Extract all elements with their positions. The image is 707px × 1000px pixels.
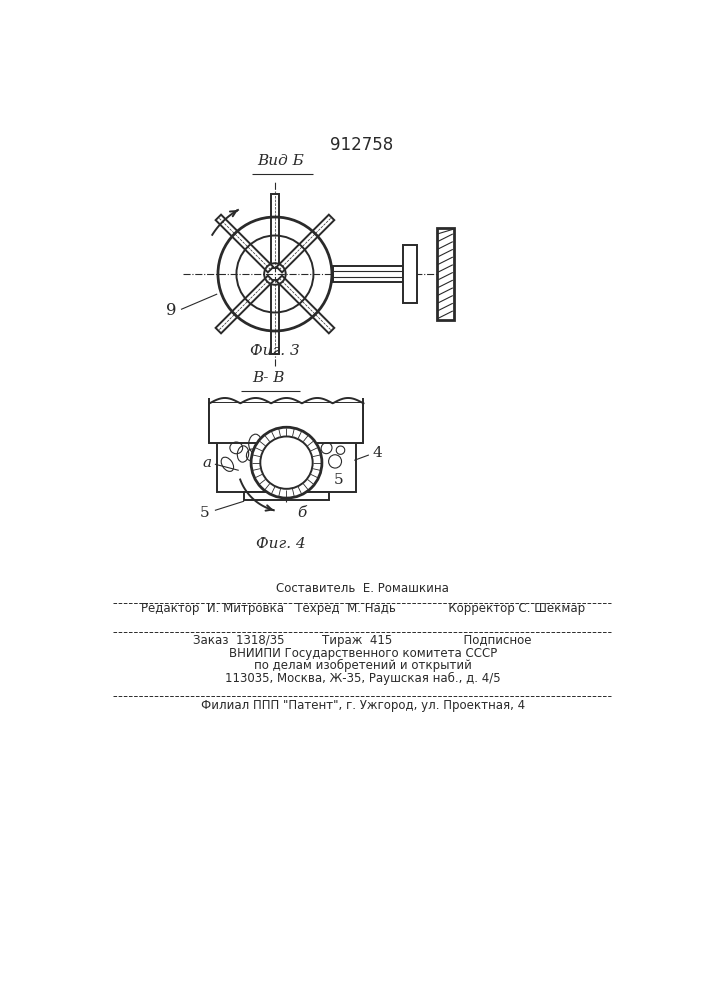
Text: Фиг. 3: Фиг. 3 xyxy=(250,344,300,358)
Text: а: а xyxy=(203,456,211,470)
Text: 5: 5 xyxy=(334,473,344,487)
Text: Составитель  Е. Ромашкина: Составитель Е. Ромашкина xyxy=(276,582,449,595)
Text: Вид Б: Вид Б xyxy=(257,154,304,168)
Bar xyxy=(334,266,403,282)
Bar xyxy=(209,403,363,443)
Text: 5: 5 xyxy=(199,506,209,520)
Text: Фиг. 4: Фиг. 4 xyxy=(256,536,306,550)
Text: 113035, Москва, Ж-35, Раушская наб., д. 4/5: 113035, Москва, Ж-35, Раушская наб., д. … xyxy=(225,672,501,685)
Bar xyxy=(437,228,454,320)
Text: б: б xyxy=(297,506,307,520)
Polygon shape xyxy=(216,215,274,272)
Text: В- В: В- В xyxy=(252,371,285,385)
Polygon shape xyxy=(216,276,274,333)
Polygon shape xyxy=(271,194,279,268)
Polygon shape xyxy=(276,276,334,333)
Bar xyxy=(244,492,329,500)
Text: 9: 9 xyxy=(165,302,176,319)
Polygon shape xyxy=(271,280,279,354)
Bar xyxy=(209,403,363,443)
Text: Заказ  1318/35          Тираж  415                   Подписное: Заказ 1318/35 Тираж 415 Подписное xyxy=(194,634,532,647)
Text: по делам изобретений и открытий: по делам изобретений и открытий xyxy=(254,659,472,672)
Text: ВНИИПИ Государственного комитета СССР: ВНИИПИ Государственного комитета СССР xyxy=(228,647,497,660)
Bar xyxy=(217,433,356,492)
Text: Редактор  И. Митровка   Техред  М. Надь              Корректор С. Шекмар: Редактор И. Митровка Техред М. Надь Корр… xyxy=(141,602,585,615)
Polygon shape xyxy=(276,215,334,272)
Text: Филиал ППП "Патент", г. Ужгород, ул. Проектная, 4: Филиал ППП "Патент", г. Ужгород, ул. Про… xyxy=(201,699,525,712)
Text: 4: 4 xyxy=(373,446,382,460)
Circle shape xyxy=(251,427,322,498)
Bar xyxy=(403,245,416,303)
Text: 912758: 912758 xyxy=(330,136,394,154)
